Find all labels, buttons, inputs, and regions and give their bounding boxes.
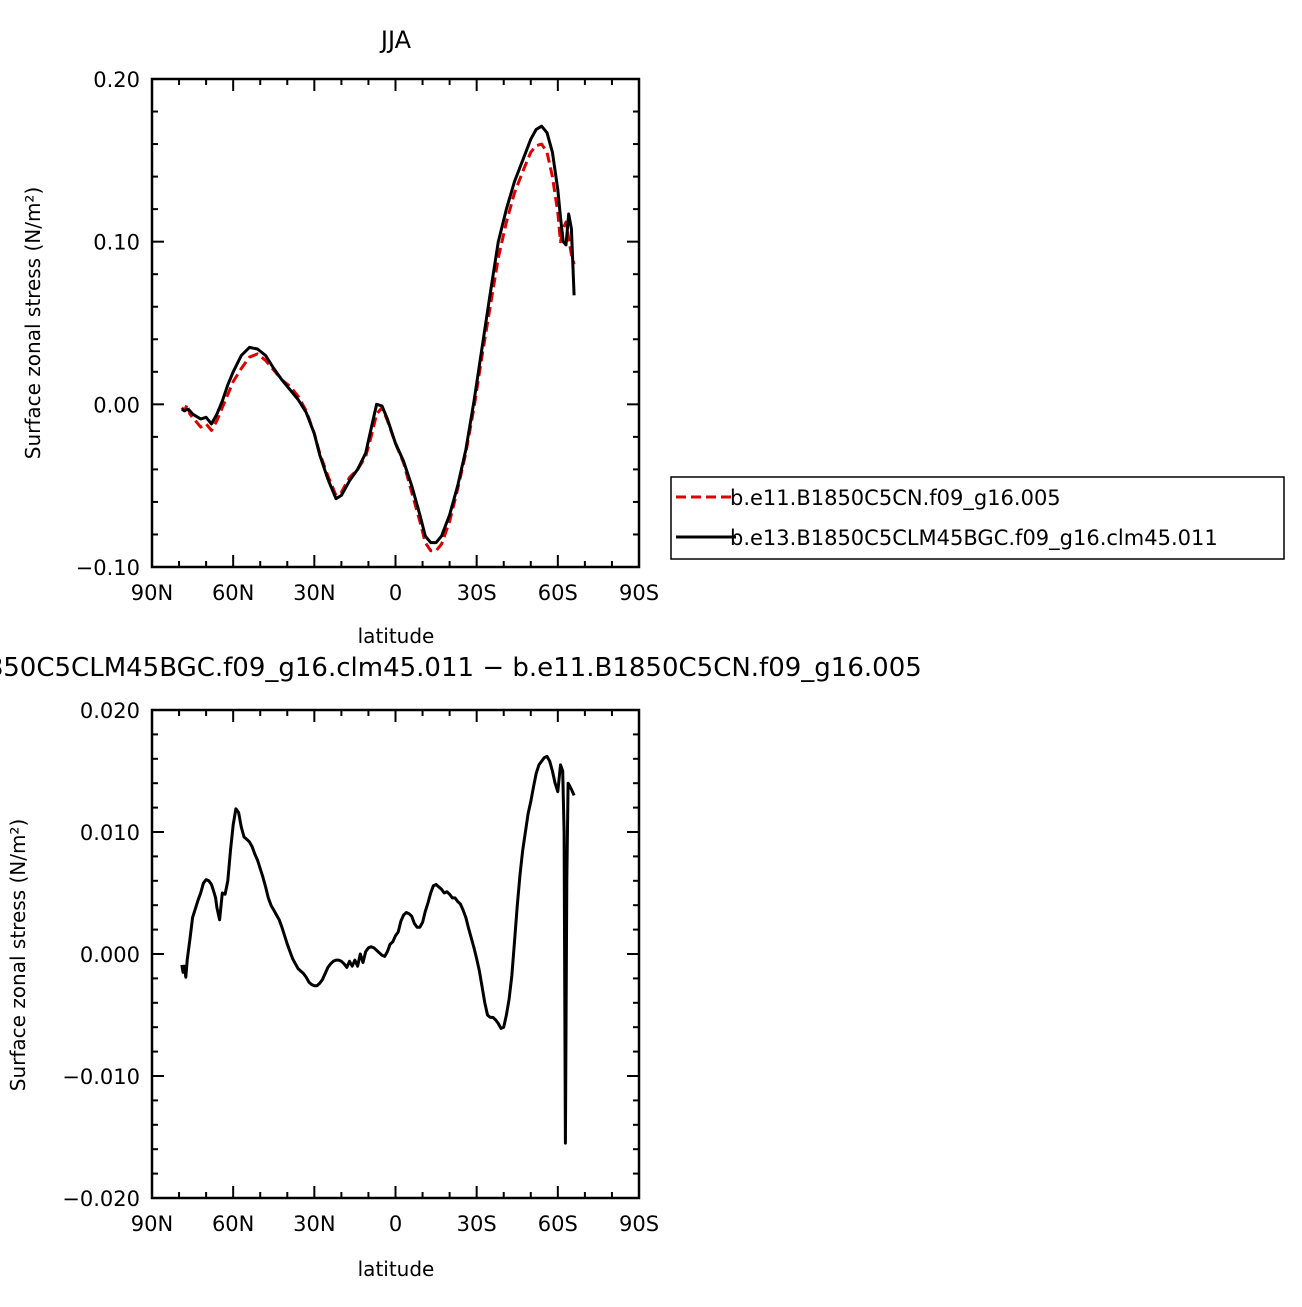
y-tick-label: 0.000 xyxy=(80,943,140,967)
y-tick-label: −0.10 xyxy=(76,556,140,580)
y-tick-label: −0.020 xyxy=(62,1187,140,1211)
y-tick-label: −0.010 xyxy=(62,1065,140,1089)
y-tick-label: 0.010 xyxy=(80,821,140,845)
bottom-panel-title: b.e13.B1850C5CLM45BGC.f09_g16.clm45.011 … xyxy=(0,653,922,683)
x-tick-label: 60S xyxy=(538,581,578,605)
legend-entry-2: b.e13.B1850C5CLM45BGC.f09_g16.clm45.011 xyxy=(730,526,1218,551)
legend-box xyxy=(670,476,1285,560)
x-tick-label: 0 xyxy=(389,1212,402,1236)
bottom-x-axis-label: latitude xyxy=(358,1257,435,1281)
bottom-y-axis-label: Surface zonal stress (N/m²) xyxy=(6,819,30,1091)
series-line-2 xyxy=(181,124,576,545)
legend: b.e11.B1850C5CN.f09_g16.005 b.e13.B1850C… xyxy=(670,476,1285,560)
top-x-axis-label: latitude xyxy=(358,624,435,648)
bottom-panel: b.e13.B1850C5CLM45BGC.f09_g16.clm45.011 … xyxy=(0,653,922,1281)
x-tick-label: 90N xyxy=(131,581,173,605)
y-tick-label: 0.00 xyxy=(93,393,140,417)
y-tick-label: 0.10 xyxy=(93,231,140,255)
y-tick-label: 0.20 xyxy=(93,68,140,92)
top-y-axis-label: Surface zonal stress (N/m²) xyxy=(21,187,45,459)
x-tick-label: 90S xyxy=(619,581,659,605)
x-tick-label: 60N xyxy=(212,1212,254,1236)
bottom-tick-labels: 90N 60N 30N 0 30S 60S 90S −0.020 −0.010 0.000 0.01… xyxy=(62,699,659,1236)
top-ticks xyxy=(151,78,640,568)
top-panel: JJA Surface zonal stress (N/m²) latitude… xyxy=(21,26,1285,648)
x-tick-label: 30S xyxy=(457,1212,497,1236)
x-tick-label: 30N xyxy=(293,1212,335,1236)
x-tick-label: 90N xyxy=(131,1212,173,1236)
top-series xyxy=(180,124,576,553)
x-tick-label: 90S xyxy=(619,1212,659,1236)
bottom-series xyxy=(180,754,576,1145)
x-tick-label: 30S xyxy=(457,581,497,605)
legend-entry-1: b.e11.B1850C5CN.f09_g16.005 xyxy=(730,486,1061,511)
x-tick-label: 60N xyxy=(212,581,254,605)
x-tick-label: 60S xyxy=(538,1212,578,1236)
x-tick-label: 30N xyxy=(293,581,335,605)
bottom-plot-frame xyxy=(150,708,641,1200)
x-tick-label: 0 xyxy=(389,581,402,605)
top-panel-title: JJA xyxy=(379,26,412,54)
top-tick-labels: 90N 60N 30N 0 30S 60S 90S −0.10 0.00 0.10 0.20 xyxy=(76,68,659,605)
top-plot-frame xyxy=(150,77,641,569)
series-line-1 xyxy=(180,142,576,553)
series-line-1 xyxy=(180,754,576,1145)
y-tick-label: 0.020 xyxy=(80,699,140,723)
